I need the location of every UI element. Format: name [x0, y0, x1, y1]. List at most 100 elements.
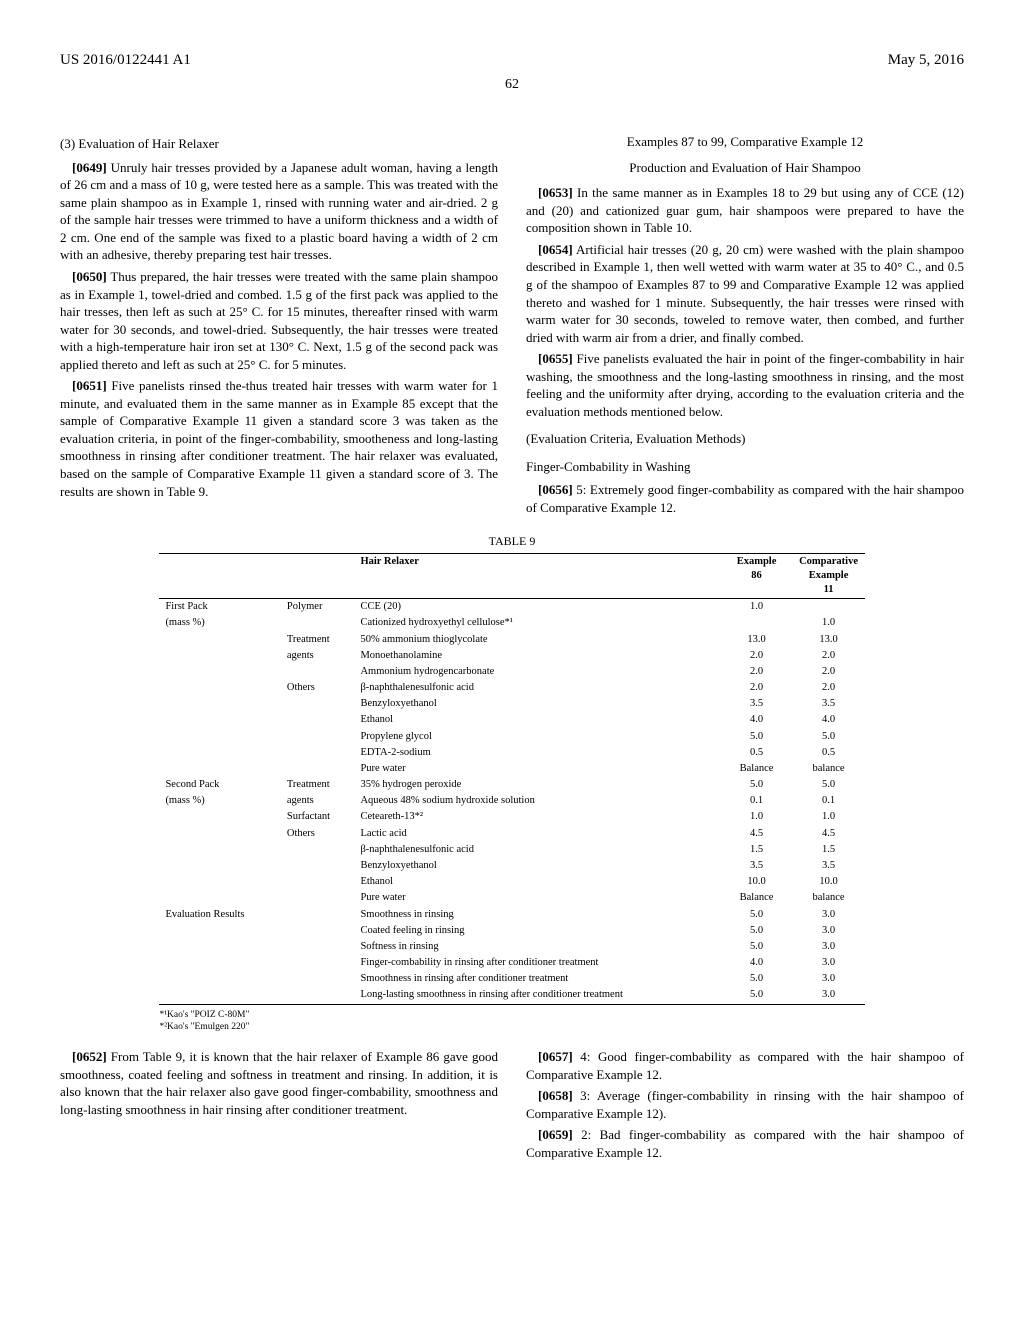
table-row: Ethanol4.04.0 — [159, 712, 864, 728]
cell-group — [159, 712, 280, 728]
para-0656-text: 5: Extremely good finger-combability as … — [526, 482, 964, 515]
table-row: Benzyloxyethanol3.53.5 — [159, 858, 864, 874]
cell-example: 2.0 — [721, 648, 793, 664]
bottom-left-column: [0652] From Table 9, it is known that th… — [60, 1048, 498, 1165]
para-0650: [0650] Thus prepared, the hair tresses w… — [60, 268, 498, 373]
page-number: 62 — [60, 76, 964, 95]
table-row: Coated feeling in rinsing5.03.0 — [159, 923, 864, 939]
th-blank2 — [281, 553, 355, 599]
cell-name: β-naphthalenesulfonic acid — [354, 680, 720, 696]
cell-comp: 3.0 — [793, 907, 865, 923]
cell-comp — [793, 599, 865, 616]
table-row: Pure waterBalancebalance — [159, 761, 864, 777]
cell-subgroup — [281, 890, 355, 906]
para-0655-text: Five panelists evaluated the hair in poi… — [526, 351, 964, 419]
table-row: SurfactantCeteareth-13*²1.01.0 — [159, 809, 864, 825]
cell-group — [159, 680, 280, 696]
para-0656-num: [0656] — [538, 482, 573, 497]
cell-comp: 3.0 — [793, 923, 865, 939]
cell-comp: 3.5 — [793, 696, 865, 712]
cell-name: Ethanol — [354, 712, 720, 728]
cell-group — [159, 648, 280, 664]
cell-name: Pure water — [354, 761, 720, 777]
cell-name: Cationized hydroxyethyl cellulose*¹ — [354, 615, 720, 631]
cell-subgroup — [281, 971, 355, 987]
cell-name: CCE (20) — [354, 599, 720, 616]
cell-subgroup — [281, 761, 355, 777]
table-row: Pure waterBalancebalance — [159, 890, 864, 906]
cell-example: 4.0 — [721, 712, 793, 728]
right-column: Examples 87 to 99, Comparative Example 1… — [526, 125, 964, 520]
table-9-caption: TABLE 9 — [159, 533, 864, 549]
cell-example: 1.5 — [721, 842, 793, 858]
para-0655: [0655] Five panelists evaluated the hair… — [526, 350, 964, 420]
th-blank1 — [159, 553, 280, 599]
footnote-1: *¹Kao's "POIZ C-80M" — [159, 1009, 864, 1022]
para-0652-text: From Table 9, it is known that the hair … — [60, 1049, 498, 1117]
table-row: Ammonium hydrogencarbonate2.02.0 — [159, 664, 864, 680]
cell-comp: 2.0 — [793, 648, 865, 664]
table-row: (mass %) Cationized hydroxyethyl cellulos… — [159, 615, 864, 631]
table-row: Propylene glycol5.05.0 — [159, 729, 864, 745]
cell-subgroup — [281, 858, 355, 874]
table-row: Othersβ-naphthalenesulfonic acid2.02.0 — [159, 680, 864, 696]
cell-example: 5.0 — [721, 923, 793, 939]
cell-comp: 3.0 — [793, 939, 865, 955]
para-0653: [0653] In the same manner as in Examples… — [526, 184, 964, 237]
cell-name: 50% ammonium thioglycolate — [354, 632, 720, 648]
cell-subgroup — [281, 874, 355, 890]
cell-name: Smoothness in rinsing after conditioner … — [354, 971, 720, 987]
cell-group — [159, 923, 280, 939]
cell-subgroup: Polymer — [281, 599, 355, 616]
cell-group — [159, 890, 280, 906]
cell-subgroup — [281, 907, 355, 923]
table-9-block: TABLE 9 Hair Relaxer Example86 Comparati… — [159, 533, 864, 1005]
cell-example: 3.5 — [721, 858, 793, 874]
cell-subgroup — [281, 696, 355, 712]
cell-comp: 3.5 — [793, 858, 865, 874]
para-0650-text: Thus prepared, the hair tresses were tre… — [60, 269, 498, 372]
para-0649: [0649] Unruly hair tresses provided by a… — [60, 159, 498, 264]
production-heading: Production and Evaluation of Hair Shampo… — [526, 159, 964, 177]
cell-group: (mass %) — [159, 793, 280, 809]
para-0657-num: [0657] — [538, 1049, 573, 1064]
cell-comp: 4.5 — [793, 826, 865, 842]
cell-name: Ethanol — [354, 874, 720, 890]
cell-example: 0.5 — [721, 745, 793, 761]
cell-group: (mass %) — [159, 615, 280, 631]
para-0650-num: [0650] — [72, 269, 107, 284]
footnote-2: *²Kao's "Emulgen 220" — [159, 1021, 864, 1034]
cell-comp: 3.0 — [793, 987, 865, 1004]
table-row: agentsMonoethanolamine2.02.0 — [159, 648, 864, 664]
cell-comp: 4.0 — [793, 712, 865, 728]
cell-comp: 1.0 — [793, 809, 865, 825]
para-0658-text: 3: Average (finger-combability in rinsin… — [526, 1088, 964, 1121]
table-row: Long-lasting smoothness in rinsing after… — [159, 987, 864, 1004]
para-0653-num: [0653] — [538, 185, 573, 200]
cell-group — [159, 987, 280, 1004]
para-0651-text: Five panelists rinsed the-thus treated h… — [60, 378, 498, 498]
cell-name: EDTA-2-sodium — [354, 745, 720, 761]
para-0659: [0659] 2: Bad finger-combability as comp… — [526, 1126, 964, 1161]
cell-name: Softness in rinsing — [354, 939, 720, 955]
cell-subgroup — [281, 745, 355, 761]
cell-name: Benzyloxyethanol — [354, 858, 720, 874]
cell-comp: 2.0 — [793, 680, 865, 696]
table-row: First PackPolymerCCE (20)1.0 — [159, 599, 864, 616]
cell-group — [159, 858, 280, 874]
cell-group — [159, 939, 280, 955]
para-0654: [0654] Artificial hair tresses (20 g, 20… — [526, 241, 964, 346]
cell-subgroup: Others — [281, 826, 355, 842]
cell-subgroup — [281, 923, 355, 939]
cell-example: Balance — [721, 890, 793, 906]
cell-group — [159, 971, 280, 987]
para-0659-text: 2: Bad finger-combability as compared wi… — [526, 1127, 964, 1160]
cell-name: Finger-combability in rinsing after cond… — [354, 955, 720, 971]
para-0658: [0658] 3: Average (finger-combability in… — [526, 1087, 964, 1122]
cell-example: 13.0 — [721, 632, 793, 648]
cell-subgroup: Others — [281, 680, 355, 696]
examples-heading: Examples 87 to 99, Comparative Example 1… — [526, 133, 964, 151]
cell-comp: 3.0 — [793, 971, 865, 987]
para-0658-num: [0658] — [538, 1088, 573, 1103]
cell-comp: balance — [793, 890, 865, 906]
